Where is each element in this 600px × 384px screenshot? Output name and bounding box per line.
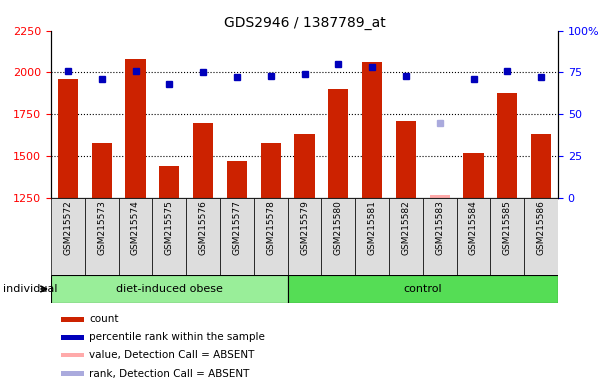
Text: GSM215575: GSM215575 [165, 200, 174, 255]
Text: GSM215583: GSM215583 [435, 200, 444, 255]
Bar [389, 198, 423, 275]
Bar [423, 198, 457, 275]
Text: GSM215586: GSM215586 [536, 200, 545, 255]
Bar [119, 198, 152, 275]
Bar [295, 134, 314, 198]
Title: GDS2946 / 1387789_at: GDS2946 / 1387789_at [224, 16, 385, 30]
Bar [61, 371, 84, 376]
Text: GSM215585: GSM215585 [503, 200, 512, 255]
Text: individual: individual [3, 284, 58, 294]
Text: GSM215579: GSM215579 [300, 200, 309, 255]
Bar [227, 161, 247, 198]
Bar [220, 198, 254, 275]
Text: GSM215577: GSM215577 [232, 200, 241, 255]
Text: rank, Detection Call = ABSENT: rank, Detection Call = ABSENT [89, 369, 250, 379]
Text: GSM215584: GSM215584 [469, 200, 478, 255]
Text: GSM215573: GSM215573 [97, 200, 106, 255]
Bar [61, 335, 84, 340]
Bar [396, 121, 416, 198]
Bar [186, 198, 220, 275]
Bar [193, 122, 213, 198]
Bar [524, 198, 558, 275]
Bar [260, 142, 281, 198]
Text: GSM215578: GSM215578 [266, 200, 275, 255]
Bar [152, 198, 186, 275]
Bar [51, 198, 85, 275]
Text: GSM215574: GSM215574 [131, 200, 140, 255]
Bar [287, 198, 322, 275]
Text: control: control [403, 284, 442, 294]
Bar [159, 166, 179, 198]
Bar [92, 142, 112, 198]
Text: GSM215581: GSM215581 [368, 200, 377, 255]
Bar [85, 198, 119, 275]
Bar [61, 353, 84, 358]
Bar [328, 89, 349, 198]
Text: percentile rank within the sample: percentile rank within the sample [89, 332, 265, 342]
Bar [322, 198, 355, 275]
Bar [531, 134, 551, 198]
Bar [125, 59, 146, 198]
Bar [287, 275, 558, 303]
Bar [457, 198, 490, 275]
Bar [497, 93, 517, 198]
Bar [355, 198, 389, 275]
Text: count: count [89, 314, 119, 324]
Bar [463, 153, 484, 198]
Bar [51, 275, 287, 303]
Bar [61, 317, 84, 322]
Bar [254, 198, 287, 275]
Text: value, Detection Call = ABSENT: value, Detection Call = ABSENT [89, 350, 254, 360]
Bar [490, 198, 524, 275]
Text: GSM215576: GSM215576 [199, 200, 208, 255]
Bar [58, 79, 78, 198]
Text: GSM215572: GSM215572 [64, 200, 73, 255]
Text: GSM215580: GSM215580 [334, 200, 343, 255]
Bar [362, 63, 382, 198]
Text: GSM215582: GSM215582 [401, 200, 410, 255]
Bar [430, 195, 450, 198]
Text: diet-induced obese: diet-induced obese [116, 284, 223, 294]
